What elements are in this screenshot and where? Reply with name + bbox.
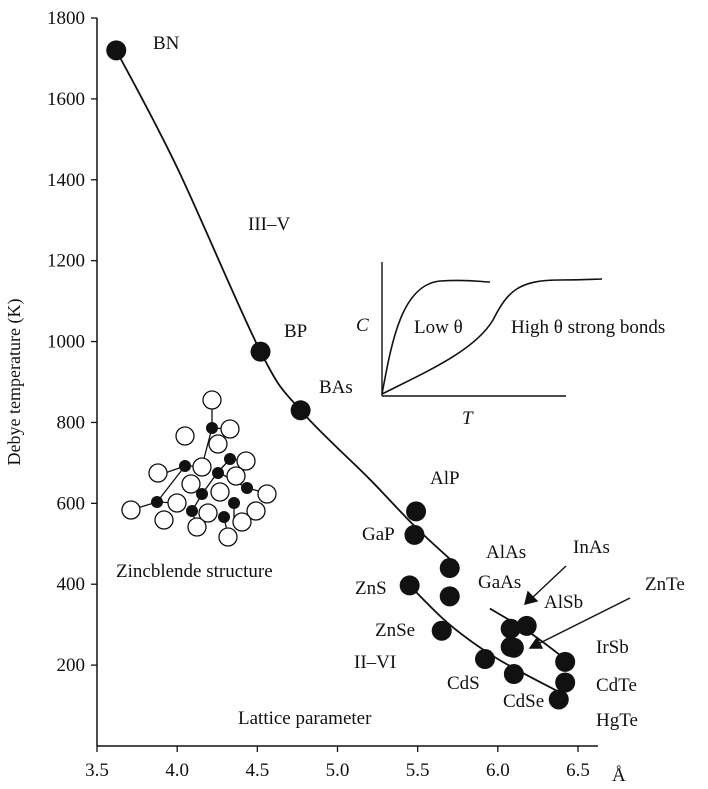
point-gaas	[439, 586, 460, 607]
y-tick-label: 800	[57, 412, 86, 433]
point-bp	[250, 341, 271, 362]
point-znte	[503, 637, 524, 658]
label-irsb: IrSb	[596, 637, 629, 658]
arrow-znte	[528, 597, 631, 649]
label-cdte: CdTe	[596, 675, 637, 696]
x-tick-label: 5.5	[406, 760, 430, 781]
y-ticks: 200 400 600 800 1000 1200 1400 1600 1800	[47, 8, 97, 676]
label-zns: ZnS	[355, 578, 387, 599]
point-bas	[290, 400, 311, 421]
group-ii-vi-label: II–VI	[354, 652, 396, 673]
label-bas: BAs	[319, 377, 353, 398]
lattice-parameter-label: Lattice parameter	[238, 708, 372, 729]
point-hgte	[548, 689, 569, 710]
inset-t-label: T	[462, 408, 474, 429]
label-bn: BN	[153, 33, 180, 54]
curve-ii-vi	[409, 584, 563, 695]
point-cdte	[555, 672, 576, 693]
label-cds: CdS	[447, 673, 480, 694]
label-znse: ZnSe	[375, 620, 415, 641]
x-ticks: 3.5 4.0 4.5 5.0 5.5 6.0 6.5	[85, 746, 590, 781]
label-inas: InAs	[573, 537, 610, 558]
point-zns	[399, 575, 420, 596]
label-hgte: HgTe	[596, 710, 638, 731]
x-tick-label: 6.5	[566, 760, 590, 781]
data-points	[106, 40, 576, 710]
point-alp	[406, 501, 427, 522]
point-irsb	[555, 651, 576, 672]
inset-c-label: C	[356, 315, 369, 336]
label-alsb: AlSb	[544, 592, 583, 613]
zincblende-structure-icon	[121, 390, 277, 547]
x-tick-label: 5.0	[326, 760, 350, 781]
trend-curves	[115, 49, 566, 695]
y-tick-label: 600	[57, 493, 86, 514]
point-gap	[404, 524, 425, 545]
x-axis-unit: Å	[612, 765, 626, 786]
zincblende-label: Zincblende structure	[116, 561, 273, 582]
label-bp: BP	[284, 321, 307, 342]
point-cdse	[503, 664, 524, 685]
point-alsb	[516, 615, 537, 636]
y-tick-label: 1000	[47, 332, 85, 353]
y-axis-label: Debye temperature (K)	[4, 299, 25, 466]
group-iii-v-label: III–V	[248, 214, 290, 235]
x-tick-label: 4.0	[165, 760, 189, 781]
inset-low-theta-label: Low θ	[414, 317, 463, 338]
point-alas	[439, 558, 460, 579]
y-tick-label: 200	[57, 655, 86, 676]
curve-iii-v	[115, 49, 459, 567]
arrow-inas	[524, 565, 567, 605]
label-gaas: GaAs	[478, 572, 521, 593]
label-alas: AlAs	[486, 542, 526, 563]
inset-high-theta-label: High θ strong bonds	[511, 317, 665, 338]
point-znse	[431, 620, 452, 641]
x-tick-label: 6.0	[486, 760, 510, 781]
y-tick-label: 1600	[47, 89, 85, 110]
y-tick-label: 1200	[47, 251, 85, 272]
y-tick-label: 1800	[47, 8, 85, 29]
x-tick-label: 3.5	[85, 760, 109, 781]
inset-low-theta-curve	[381, 279, 491, 395]
point-cds	[475, 649, 496, 670]
label-znte: ZnTe	[645, 574, 685, 595]
x-tick-label: 4.5	[245, 760, 269, 781]
y-tick-label: 1400	[47, 170, 85, 191]
point-bn	[106, 40, 127, 61]
inset-heat-capacity: C T Low θ High θ strong bonds	[356, 262, 665, 429]
label-gap: GaP	[362, 524, 395, 545]
point-inas	[500, 618, 521, 639]
label-cdse: CdSe	[503, 691, 544, 712]
label-alp: AlP	[430, 468, 460, 489]
inset-high-theta-curve	[381, 278, 603, 395]
y-tick-label: 400	[57, 574, 86, 595]
